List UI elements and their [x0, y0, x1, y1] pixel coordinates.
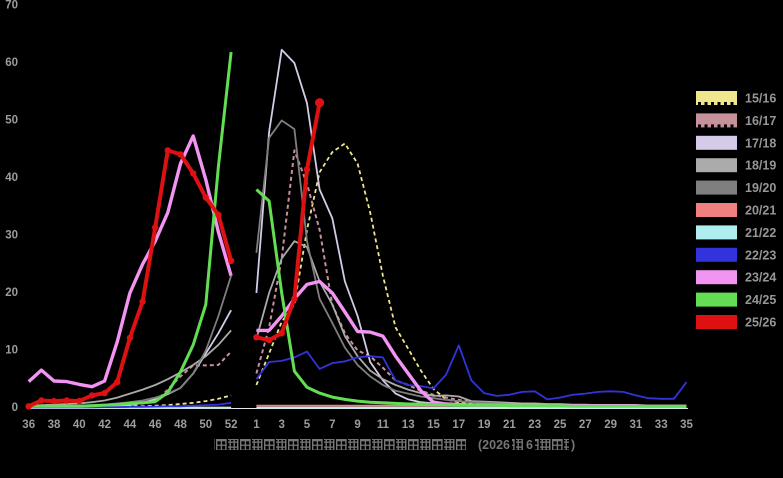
svg-text:50: 50 — [5, 115, 18, 127]
svg-text:9: 9 — [354, 419, 360, 431]
svg-text:25/26: 25/26 — [745, 316, 776, 330]
svg-text:29: 29 — [604, 419, 617, 431]
svg-text:15/16: 15/16 — [745, 92, 776, 106]
svg-text:7: 7 — [329, 419, 335, 431]
svg-text:30: 30 — [5, 230, 18, 242]
svg-text:23: 23 — [528, 419, 541, 431]
svg-text:20: 20 — [5, 287, 18, 299]
svg-text:16/17: 16/17 — [745, 114, 776, 128]
svg-text:36: 36 — [22, 419, 35, 431]
svg-text:24/25: 24/25 — [745, 293, 776, 307]
svg-text:15: 15 — [427, 419, 440, 431]
svg-text:60: 60 — [5, 57, 18, 69]
svg-text:38: 38 — [48, 419, 61, 431]
svg-text:21/22: 21/22 — [745, 226, 776, 240]
svg-text:0: 0 — [12, 402, 18, 414]
svg-text:6: 6 — [526, 438, 533, 452]
svg-text:40: 40 — [73, 419, 86, 431]
svg-text:25: 25 — [554, 419, 567, 431]
svg-text:27: 27 — [579, 419, 592, 431]
svg-text:42: 42 — [98, 419, 111, 431]
svg-text:): ) — [571, 438, 575, 452]
svg-text:3: 3 — [278, 419, 284, 431]
svg-text:70: 70 — [5, 0, 18, 12]
svg-text:48: 48 — [174, 419, 187, 431]
svg-text:22/23: 22/23 — [745, 248, 776, 262]
svg-text:11: 11 — [377, 419, 390, 431]
svg-text:33: 33 — [655, 419, 668, 431]
svg-text:19/20: 19/20 — [745, 181, 776, 195]
svg-text:21: 21 — [503, 419, 516, 431]
svg-text:17/18: 17/18 — [745, 136, 776, 150]
svg-text:35: 35 — [680, 419, 693, 431]
svg-text:17: 17 — [452, 419, 465, 431]
svg-text:1: 1 — [253, 419, 260, 431]
svg-text:23/24: 23/24 — [745, 271, 776, 285]
svg-text:5: 5 — [304, 419, 311, 431]
svg-text:(2026: (2026 — [478, 438, 510, 452]
svg-text:20/21: 20/21 — [745, 204, 776, 218]
svg-text:50: 50 — [199, 419, 212, 431]
svg-text:46: 46 — [149, 419, 162, 431]
svg-text:19: 19 — [478, 419, 491, 431]
svg-text:44: 44 — [124, 419, 137, 431]
svg-text:40: 40 — [5, 172, 18, 184]
svg-text:10: 10 — [5, 345, 18, 357]
svg-text:13: 13 — [402, 419, 415, 431]
svg-text:18/19: 18/19 — [745, 159, 776, 173]
svg-text:52: 52 — [225, 419, 238, 431]
svg-text:31: 31 — [630, 419, 643, 431]
